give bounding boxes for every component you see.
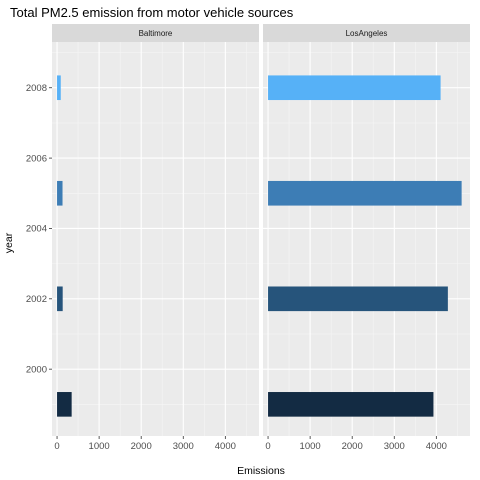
x-tick-label: 1000 [89, 441, 110, 452]
chart-panels: Baltimore 0 1000 2000 3000 4000 LosAngeles 0 100… [52, 24, 470, 452]
x-tick-label: 2000 [342, 441, 363, 452]
panel-background [52, 42, 259, 436]
y-tick-label: 2002 [26, 294, 47, 305]
x-tick-label: 0 [54, 441, 59, 452]
y-tick-label: 2004 [26, 224, 47, 235]
y-tick-label: 2006 [26, 153, 47, 164]
bar-losangeles-2008 [268, 75, 441, 101]
bar-baltimore-2002 [57, 286, 63, 312]
y-axis-title: year [3, 232, 15, 253]
bar-losangeles-2002 [268, 286, 448, 312]
y-axis: 2000 2002 2004 2006 2008 [26, 83, 52, 375]
chart-title: Total PM2.5 emission from motor vehicle … [10, 5, 294, 20]
panel-losangeles: LosAngeles 0 1000 2000 3000 4000 [263, 24, 470, 452]
bar-baltimore-2005 [57, 180, 63, 206]
x-tick-label: 0 [265, 441, 270, 452]
panel-strip-label: Baltimore [139, 29, 173, 38]
x-tick-label: 3000 [384, 441, 405, 452]
bar-losangeles-2005 [268, 180, 462, 206]
panel-strip [263, 24, 470, 42]
y-tick-label: 2000 [26, 364, 47, 375]
y-tick-label: 2008 [26, 83, 47, 94]
panel-background [263, 42, 470, 436]
x-tick-label: 4000 [215, 441, 236, 452]
bar-baltimore-2008 [57, 75, 61, 101]
panel-baltimore: Baltimore 0 1000 2000 3000 4000 [52, 24, 259, 452]
panel-strip-label: LosAngeles [346, 29, 388, 38]
x-axis-title: Emissions [237, 465, 285, 477]
bar-baltimore-1999 [57, 392, 72, 417]
x-tick-label: 3000 [173, 441, 194, 452]
x-tick-label: 2000 [131, 441, 152, 452]
panel-strip [52, 24, 259, 42]
bar-losangeles-1999 [268, 392, 434, 417]
x-tick-label: 4000 [426, 441, 447, 452]
x-tick-label: 1000 [300, 441, 321, 452]
